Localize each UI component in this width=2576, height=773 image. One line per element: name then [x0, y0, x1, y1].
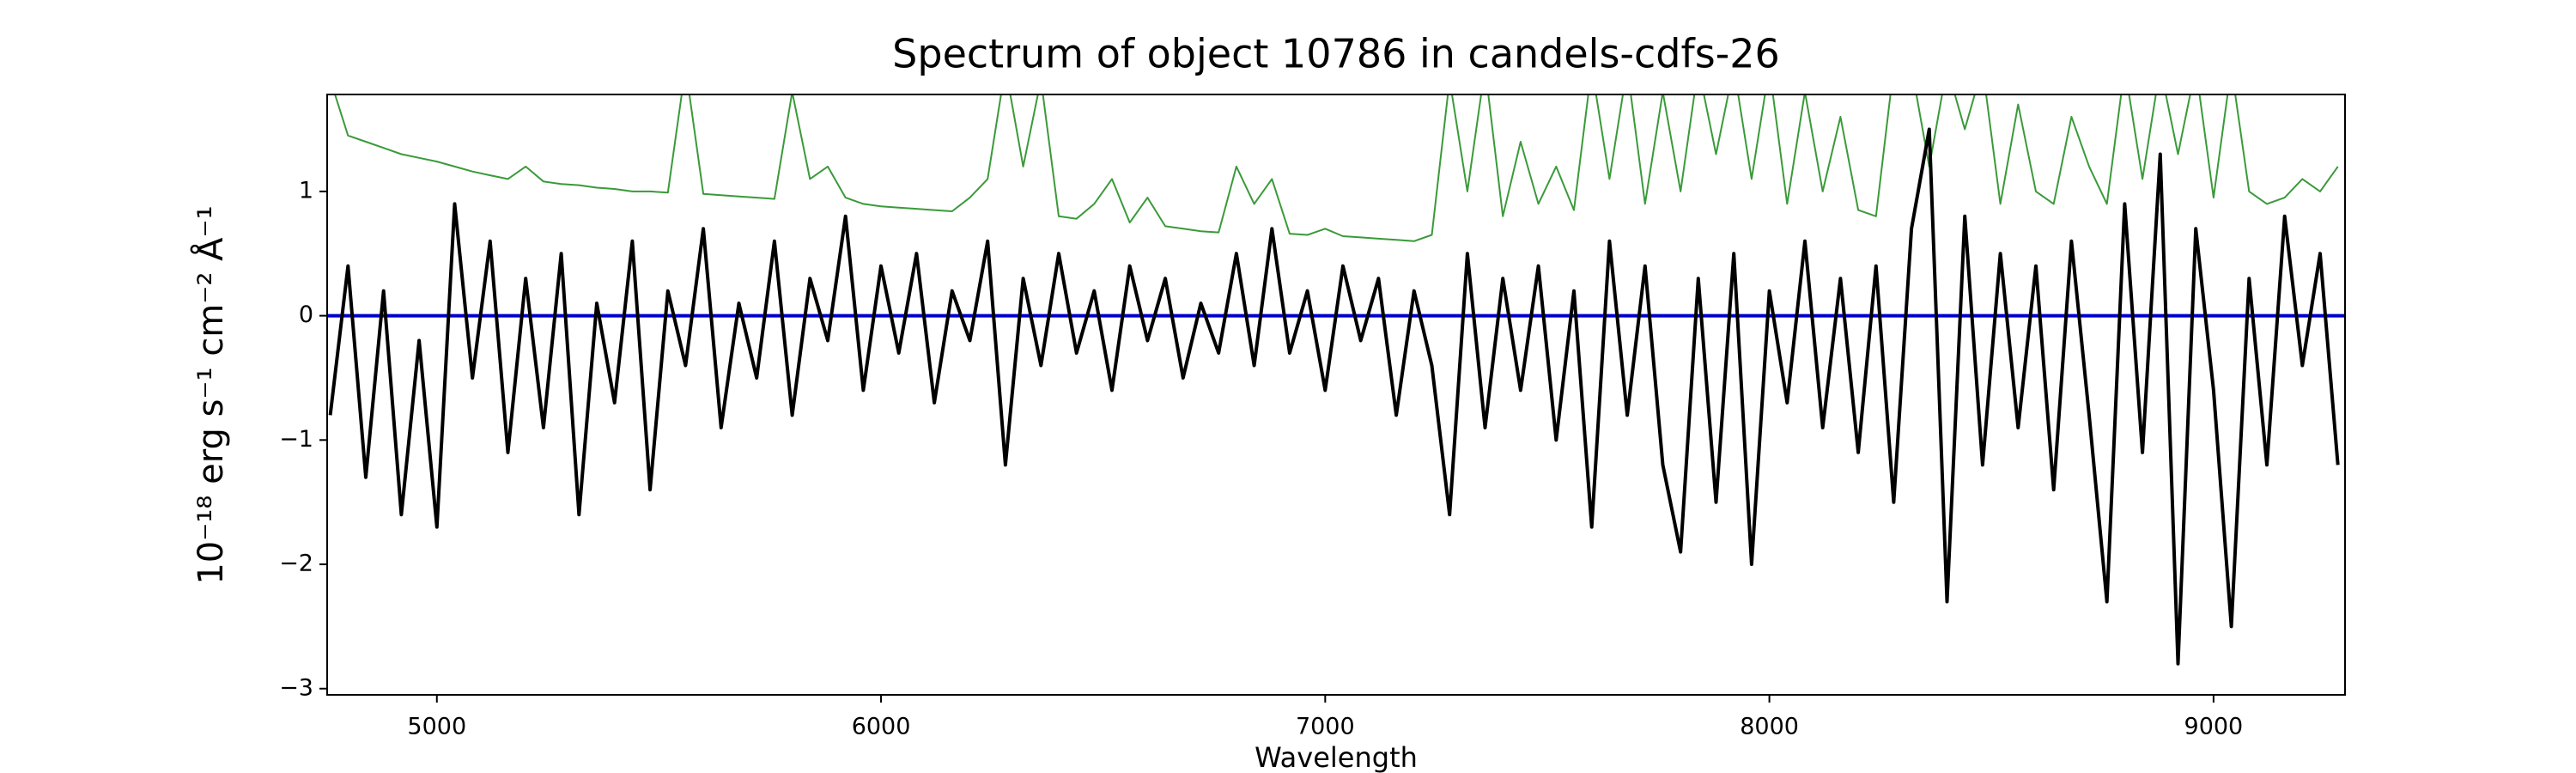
y-axis-label: 10⁻¹⁸ erg s⁻¹ cm⁻² Å⁻¹ — [190, 205, 231, 584]
spectrum-line — [328, 127, 2340, 666]
x-tick-label: 5000 — [407, 714, 466, 740]
x-tick-label: 8000 — [1740, 714, 1799, 740]
plot-area — [327, 94, 2345, 666]
y-tick-label: −2 — [279, 551, 313, 577]
y-tick-label: −1 — [279, 426, 313, 453]
y-tick-label: −3 — [279, 674, 313, 701]
y-tick-label: 1 — [299, 177, 313, 204]
axes-frame — [326, 94, 2346, 696]
x-tick-label: 6000 — [852, 714, 911, 740]
x-tick-label: 9000 — [2184, 714, 2244, 740]
spectrum-line — [334, 94, 2339, 242]
x-axis-label: Wavelength — [1255, 741, 1418, 773]
x-tick-label: 7000 — [1296, 714, 1355, 740]
chart-title: Spectrum of object 10786 in candels-cdfs… — [892, 31, 1780, 77]
y-tick-label: 0 — [299, 301, 313, 328]
